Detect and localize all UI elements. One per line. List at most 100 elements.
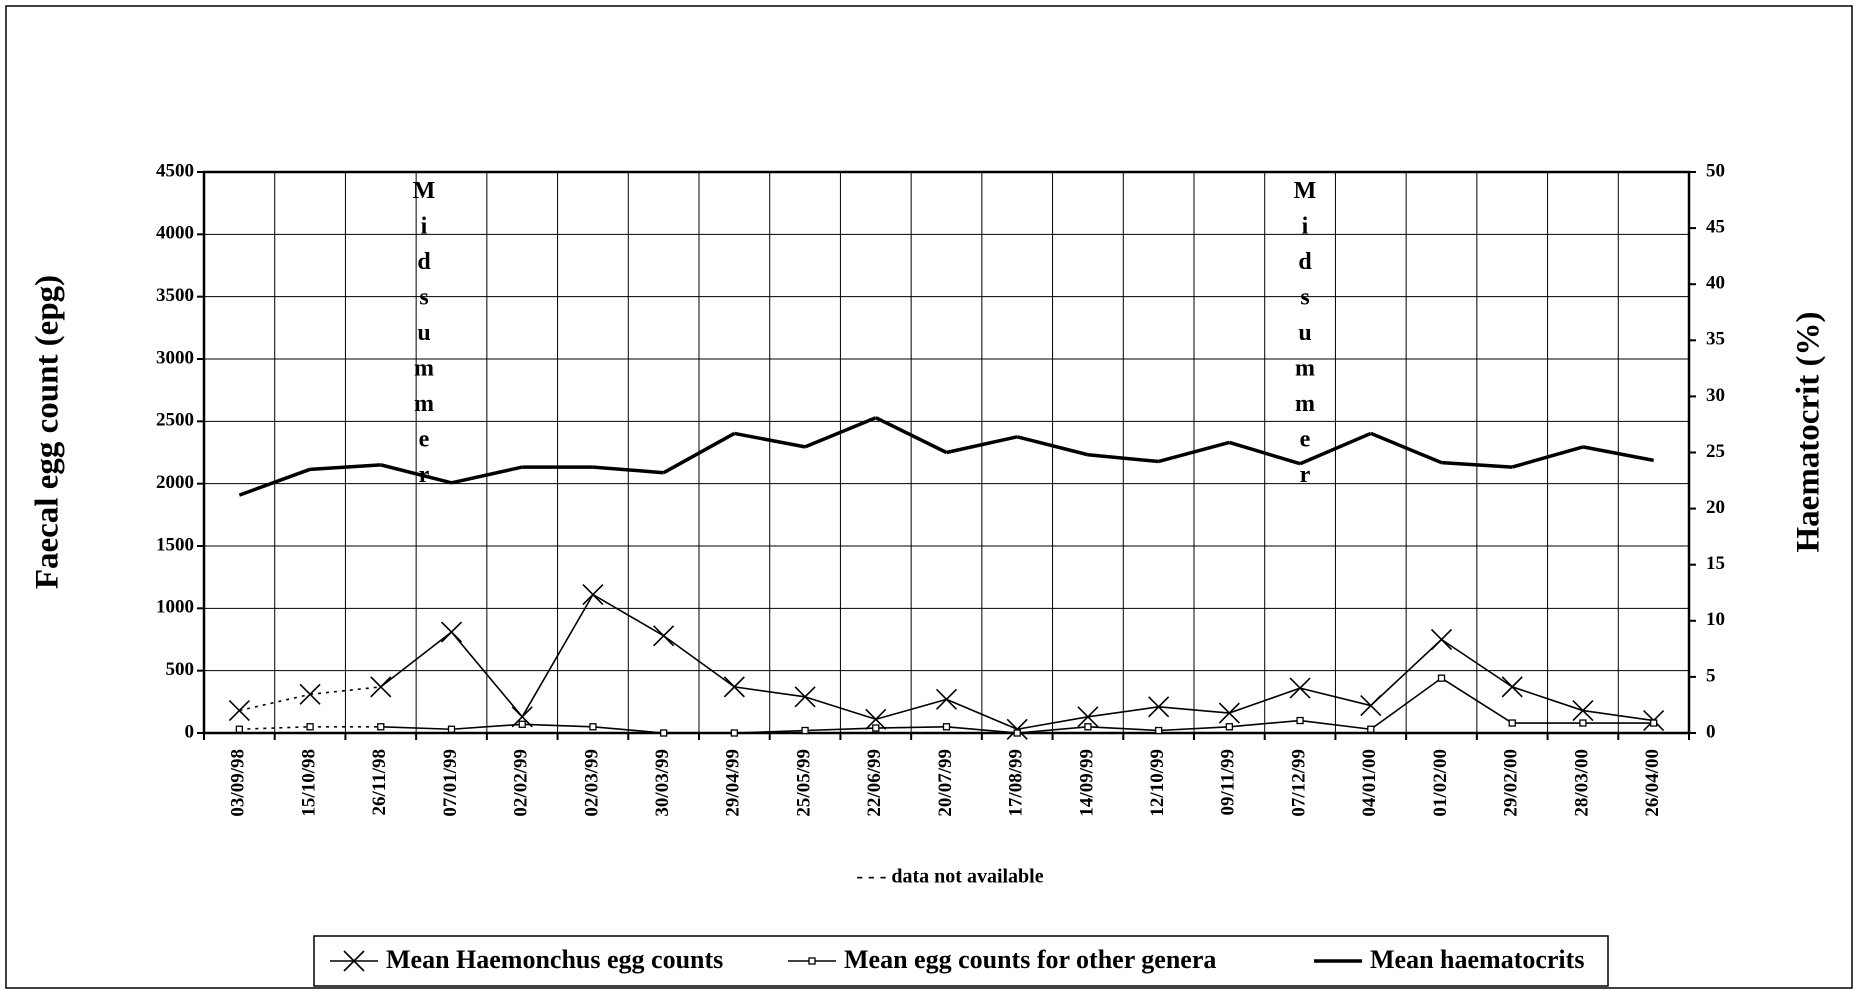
x-tick-label: 07/12/99 bbox=[1288, 749, 1309, 817]
marker bbox=[1437, 674, 1446, 682]
marker bbox=[582, 584, 604, 606]
y-tick-label: 3000 bbox=[156, 347, 194, 368]
line-segment bbox=[450, 631, 523, 718]
line-segment bbox=[592, 725, 664, 734]
marker bbox=[1360, 695, 1382, 717]
line-segment bbox=[238, 467, 311, 497]
legend bbox=[313, 935, 1609, 987]
y2-tick-label: 40 bbox=[1706, 273, 1725, 294]
marker bbox=[1508, 719, 1516, 727]
line-segment bbox=[1299, 687, 1371, 707]
y-tick-label: 500 bbox=[166, 659, 195, 680]
line-segment bbox=[1087, 453, 1159, 464]
line-segment bbox=[1582, 445, 1654, 463]
line-segment bbox=[1158, 725, 1230, 732]
legend-marker bbox=[343, 950, 365, 972]
line-segment bbox=[1511, 445, 1584, 469]
line-segment bbox=[380, 725, 452, 731]
y2-axis-label: Haematocrit (%) bbox=[1791, 312, 1827, 553]
line-segment bbox=[662, 431, 736, 475]
x-tick-label: 14/09/99 bbox=[1076, 749, 1097, 817]
marker bbox=[653, 625, 675, 647]
marker bbox=[511, 706, 533, 728]
marker bbox=[1084, 723, 1092, 731]
y-tick-label: 4500 bbox=[156, 160, 194, 181]
line-segment bbox=[309, 463, 381, 472]
y2-tick-label: 15 bbox=[1706, 553, 1725, 574]
marker bbox=[723, 676, 745, 698]
x-tick-label: 17/08/99 bbox=[1006, 749, 1027, 817]
line-segment bbox=[1441, 460, 1513, 469]
marker bbox=[235, 725, 244, 733]
line-segment bbox=[1370, 431, 1443, 465]
line-segment bbox=[946, 698, 1018, 730]
line-segment bbox=[875, 698, 947, 721]
line-segment bbox=[1441, 677, 1513, 724]
marker bbox=[1218, 702, 1240, 724]
x-tick-label: 04/01/00 bbox=[1359, 749, 1380, 817]
marker bbox=[659, 729, 668, 737]
line-segment bbox=[239, 725, 311, 731]
y2-tick-label: 25 bbox=[1706, 441, 1725, 462]
marker bbox=[801, 726, 809, 735]
y2-tick-label: 0 bbox=[1706, 721, 1716, 742]
line-segment bbox=[451, 723, 523, 731]
note: - - - data not available bbox=[856, 866, 1043, 888]
x-tick-label: 26/11/98 bbox=[369, 749, 390, 816]
line-segment bbox=[1158, 706, 1230, 714]
marker bbox=[1649, 719, 1658, 727]
y2-tick-label: 30 bbox=[1706, 385, 1725, 406]
marker bbox=[1579, 719, 1587, 727]
legend-marker bbox=[808, 957, 816, 965]
plot-frame bbox=[202, 170, 1691, 735]
x-tick-label: 28/03/00 bbox=[1571, 749, 1592, 817]
x-tick-label: 26/04/00 bbox=[1642, 749, 1663, 817]
y-tick-label: 4000 bbox=[156, 223, 194, 244]
line-segment bbox=[1087, 725, 1159, 732]
line-segment bbox=[1158, 440, 1230, 464]
line-segment bbox=[521, 594, 594, 718]
y-tick-label: 1500 bbox=[156, 534, 194, 555]
line-segment bbox=[875, 725, 947, 729]
marker bbox=[370, 676, 392, 698]
line-segment bbox=[804, 416, 877, 449]
marker bbox=[942, 723, 951, 731]
marker bbox=[1367, 725, 1375, 733]
line-segment bbox=[946, 435, 1018, 455]
line-segment bbox=[734, 729, 806, 734]
marker bbox=[1225, 723, 1234, 731]
y2-tick-label: 5 bbox=[1706, 665, 1716, 686]
marker bbox=[730, 729, 739, 737]
marker bbox=[1289, 677, 1311, 699]
marker bbox=[518, 720, 526, 728]
line-segment bbox=[522, 723, 593, 728]
marker bbox=[872, 724, 880, 732]
frame bbox=[5, 5, 1853, 989]
line-segment bbox=[1016, 435, 1089, 457]
x-tick-label: 09/11/99 bbox=[1218, 749, 1239, 816]
y-axis-label: Faecal egg count (epg) bbox=[30, 275, 66, 589]
x-tick-label: 02/03/99 bbox=[581, 749, 602, 817]
y2-tick-label: 35 bbox=[1706, 329, 1725, 350]
line-segment bbox=[805, 727, 876, 732]
y-tick-label: 2500 bbox=[156, 410, 194, 431]
x-tick-label: 29/02/00 bbox=[1501, 749, 1522, 817]
marker bbox=[589, 723, 597, 731]
marker bbox=[1148, 696, 1170, 718]
x-tick-label: 12/10/99 bbox=[1147, 749, 1168, 817]
line-segment bbox=[1017, 725, 1088, 734]
marker bbox=[440, 621, 463, 643]
x-tick-label: 25/05/99 bbox=[793, 749, 814, 817]
line-segment bbox=[1229, 719, 1301, 728]
line-segment bbox=[380, 631, 452, 688]
x-tick-label: 30/03/99 bbox=[652, 749, 673, 817]
legend-label: Mean haematocrits bbox=[1370, 945, 1584, 974]
y2-tick-label: 45 bbox=[1706, 216, 1725, 237]
marker bbox=[306, 723, 314, 731]
line-segment bbox=[1370, 677, 1442, 730]
line-segment bbox=[804, 696, 877, 721]
marker bbox=[299, 683, 321, 705]
y2-tick-label: 10 bbox=[1706, 609, 1725, 630]
